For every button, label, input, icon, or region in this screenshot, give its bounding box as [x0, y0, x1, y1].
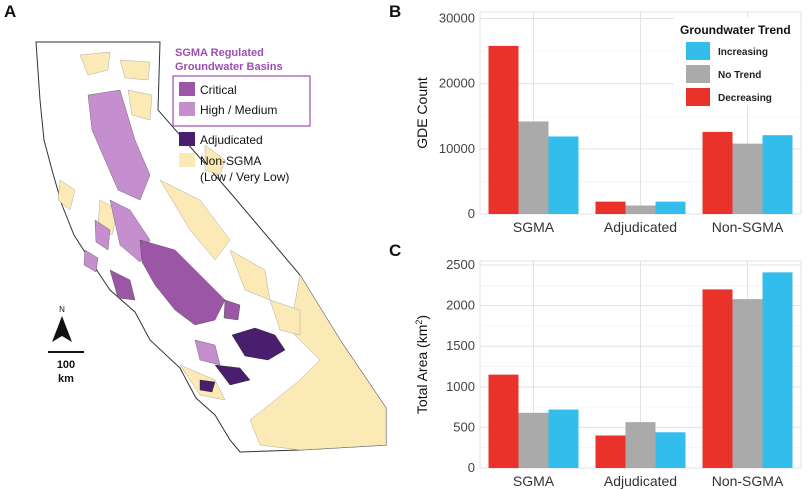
- legend-swatch-no-trend: [686, 65, 710, 83]
- legend-label-increasing: Increasing: [718, 47, 768, 58]
- legend-label-no-trend: No Trend: [718, 70, 761, 81]
- legend-label-adjudicated: Adjudicated: [200, 133, 263, 147]
- bar-increasing: [762, 135, 793, 214]
- adjudicated-basins: [199, 327, 286, 393]
- bar-increasing: [548, 136, 579, 214]
- legend-label-non-sgma-1: Non-SGMA: [200, 154, 261, 168]
- legend-swatch-increasing: [686, 42, 710, 60]
- critical-basins: [109, 239, 241, 326]
- bar-decreasing: [702, 131, 733, 214]
- legend-swatch-non-sgma: [179, 153, 195, 167]
- north-arrow-icon: [52, 316, 72, 342]
- california-map: SGMA Regulated Groundwater Basins Critic…: [35, 41, 387, 453]
- x-tick-label: Non-SGMA: [712, 219, 784, 235]
- x-tick-label: SGMA: [513, 219, 555, 235]
- bar-no-trend: [625, 205, 656, 214]
- y-axis-label: GDE Count: [414, 77, 430, 149]
- y-tick-label: 0: [468, 206, 475, 221]
- legend-swatch-critical: [179, 82, 195, 96]
- bar-decreasing: [488, 45, 519, 215]
- legend-title: Groundwater Trend: [680, 23, 791, 37]
- legend-swatch-adjudicated: [179, 132, 195, 146]
- legend-label-high-medium: High / Medium: [200, 103, 277, 117]
- legend-title-line1: SGMA Regulated: [175, 47, 264, 59]
- panel-label-c: C: [389, 241, 402, 260]
- bar-no-trend: [518, 121, 549, 214]
- bar-decreasing: [595, 201, 626, 214]
- legend-swatch-decreasing: [686, 88, 710, 106]
- north-label: N: [59, 305, 65, 314]
- y-tick-label: 30000: [439, 11, 475, 26]
- scale-unit: km: [58, 373, 74, 385]
- legend-title-line2: Groundwater Basins: [175, 61, 283, 73]
- bar-no-trend: [732, 143, 763, 214]
- y-tick-label: 10000: [439, 141, 475, 156]
- scale-distance: 100: [57, 359, 75, 371]
- x-tick-label: Adjudicated: [604, 219, 677, 235]
- y-tick-label: 20000: [439, 76, 475, 91]
- legend-label-critical: Critical: [200, 83, 237, 97]
- sgma-legend-box: [172, 75, 311, 127]
- high-medium-basins: [83, 89, 221, 366]
- legend-swatch-high-medium: [179, 102, 195, 116]
- bar-increasing: [655, 201, 686, 214]
- panel-label-a: A: [4, 2, 17, 21]
- panel-label-b: B: [389, 2, 402, 21]
- legend-label-non-sgma-2: (Low / Very Low): [200, 170, 289, 184]
- legend-label-decreasing: Decreasing: [718, 93, 772, 104]
